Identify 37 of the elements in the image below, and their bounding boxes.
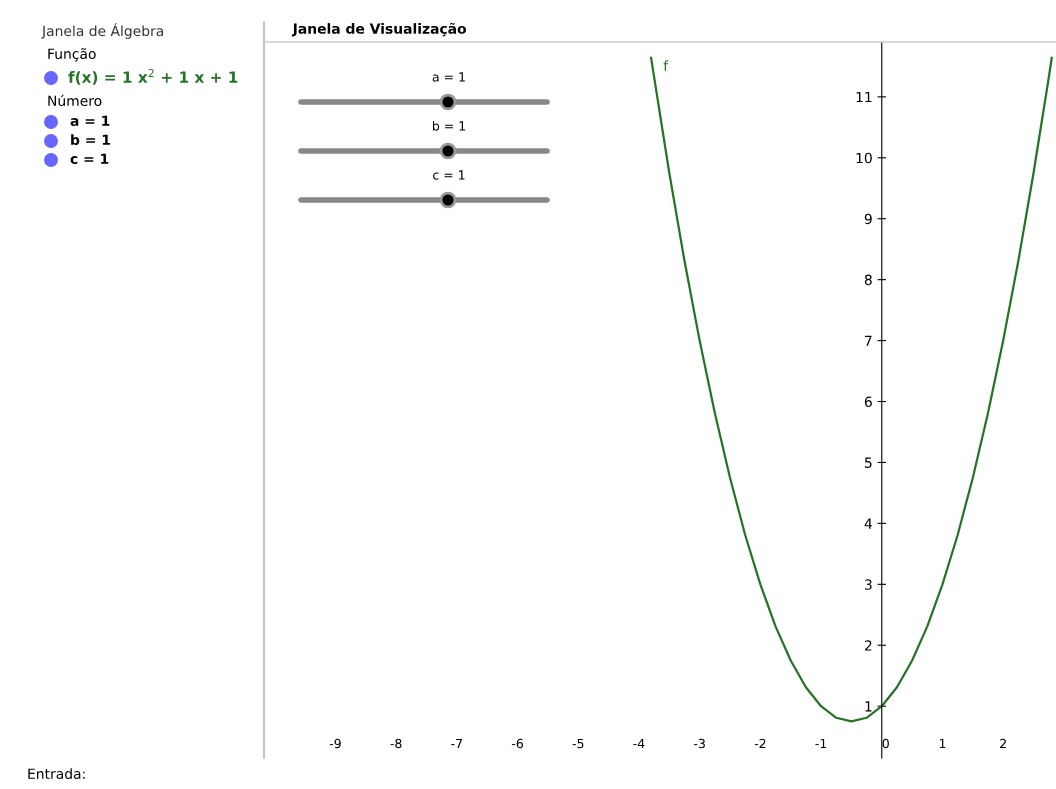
annotation: a = 1 <box>432 72 465 82</box>
y-tick-label: 5 <box>864 457 872 468</box>
text: Entrada: <box>28 768 85 780</box>
text: c = 1 <box>70 153 109 165</box>
y-tick-label: 3 <box>864 579 872 590</box>
text: b = 1 <box>71 134 110 146</box>
x-tick-label: 1 <box>939 738 946 749</box>
x-tick-label: -5 <box>572 738 584 749</box>
y-tick-label: 9 <box>864 213 872 225</box>
text: f(x) = 1 x$^{2}$ + 1 x + 1 <box>68 68 238 85</box>
series-label: f <box>663 60 669 71</box>
y-tick-label: 10 <box>856 152 872 164</box>
chart-title: Janela de Visualização <box>291 22 467 37</box>
text: Função <box>48 48 96 62</box>
x-tick-label: -8 <box>390 738 402 749</box>
x-tick-label: -3 <box>694 738 705 749</box>
x-tick-label: -9 <box>329 738 341 749</box>
x-tick-label: -4 <box>633 738 645 749</box>
annotation: c = 1 <box>433 170 465 180</box>
y-tick-label: 11 <box>856 91 872 103</box>
text: Número <box>48 94 102 107</box>
y-tick-label: 8 <box>864 274 872 286</box>
x-tick-label: -7 <box>451 738 462 749</box>
x-tick-label: -6 <box>511 738 523 749</box>
y-tick-label: 6 <box>864 396 872 407</box>
x-tick-label: 0 <box>882 738 889 749</box>
y-tick-label: 2 <box>864 640 872 651</box>
line-series <box>649 56 1053 723</box>
x-tick-label: -1 <box>815 738 827 749</box>
x-tick-label: 2 <box>1000 738 1006 749</box>
text: a = 1 <box>70 115 110 127</box>
y-tick-label: 7 <box>865 335 872 346</box>
text: Janela de Álgebra <box>41 23 164 39</box>
y-tick-label: 4 <box>864 518 872 529</box>
annotation: b = 1 <box>432 120 465 131</box>
x-tick-label: -2 <box>754 738 766 749</box>
y-tick-label: 1 <box>865 701 872 712</box>
